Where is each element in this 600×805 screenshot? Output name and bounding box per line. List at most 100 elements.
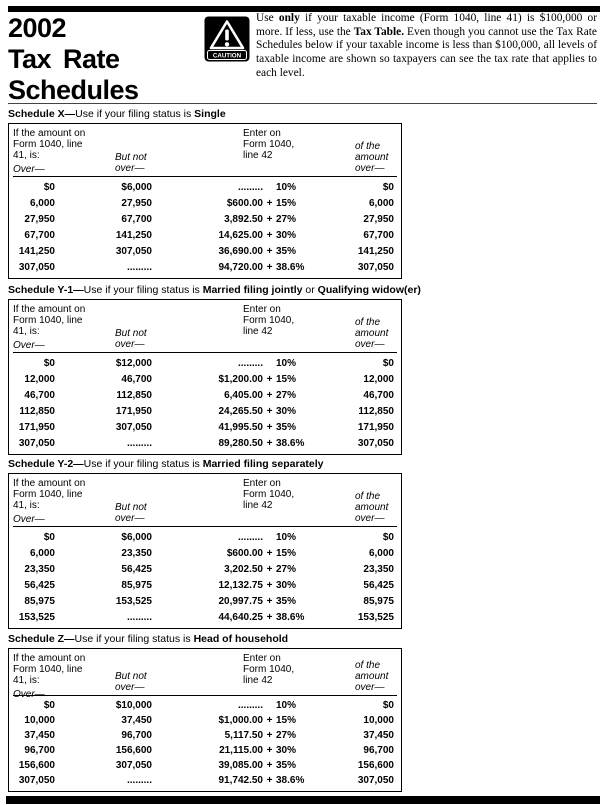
schedule-name: Schedule Y-2— (8, 458, 84, 470)
tax-rate-table: If the amount on Form 1040, line 41, is:… (8, 648, 402, 792)
cell-of-amount-over: 307,050 (357, 775, 394, 786)
note-text-3: Even though you cannot use the Tax Rate … (256, 25, 597, 79)
table-header-row: If the amount on Form 1040, line 41, is:… (9, 474, 401, 526)
col4-header-line: amount (355, 671, 389, 682)
column-header-over: If the amount on Form 1040, line 41, is:… (13, 478, 85, 525)
cell-of-amount-over: $0 (382, 181, 394, 193)
cell-base-tax: ......... (237, 531, 263, 543)
cell-but-not-over: ......... (126, 611, 152, 623)
cell-but-not-over: 23,350 (121, 547, 152, 559)
col1-header-line: Form 1040, line (13, 315, 83, 326)
schedule-use-text: Use if your filing status is (74, 633, 194, 645)
schedule-use-text: Use if your filing status is (83, 458, 203, 470)
cell-rate: 27% (276, 730, 297, 741)
col2-header-line: over— (115, 513, 145, 524)
schedule-status: Head of household (193, 633, 289, 645)
cell-of-amount-over: 307,050 (357, 261, 394, 273)
title-line-2: Schedules (8, 75, 139, 105)
schedule-name: Schedule X— (8, 108, 76, 120)
col2-header-line: over— (115, 163, 145, 174)
table-row: 12,000 46,700 $1,200.00 + 15% 12,000 (9, 371, 401, 387)
col1-header-line: 41, is: (13, 150, 40, 161)
cell-of-amount-over: 171,950 (357, 421, 394, 433)
note-bold-only: only (278, 12, 300, 24)
cell-plus-sign: + (266, 405, 273, 417)
cell-base-tax: 20,997.75 (218, 595, 264, 607)
schedule-section: Schedule Y-2—Use if your filing status i… (8, 458, 402, 629)
cell-but-not-over: 171,950 (115, 405, 152, 417)
usage-note: Use only if your taxable income (Form 10… (256, 12, 597, 81)
table-header-row: If the amount on Form 1040, line 41, is:… (9, 124, 401, 176)
col4-header-line: over— (355, 682, 385, 693)
cell-over: 46,700 (24, 389, 55, 401)
header-underline (13, 176, 397, 177)
schedule-status: Single (194, 108, 226, 120)
cell-over: 56,425 (24, 579, 55, 591)
cell-over: 153,525 (18, 611, 55, 623)
cell-but-not-over: 141,250 (115, 229, 152, 241)
column-header-of-amount-over: of the amount over— (355, 491, 388, 524)
cell-over: 12,000 (24, 373, 55, 385)
cell-but-not-over: ......... (126, 775, 152, 786)
caution-icon: CAUTION (204, 16, 250, 62)
table-header-row: If the amount on Form 1040, line 41, is:… (9, 300, 401, 352)
cell-plus-sign: + (266, 579, 273, 591)
col4-header-line: over— (355, 513, 385, 524)
page-title: 2002 Tax Rate Schedules (8, 13, 139, 106)
cell-plus-sign: + (266, 261, 273, 273)
note-text-2: if your taxable income (Form 1040, line … (256, 12, 598, 38)
top-divider-bar (8, 6, 600, 12)
column-header-over: If the amount on Form 1040, line 41, is:… (13, 653, 85, 700)
col4-header-line: over— (355, 163, 385, 174)
cell-plus-sign: + (266, 595, 273, 607)
column-header-over: If the amount on Form 1040, line 41, is:… (13, 128, 85, 175)
table-row: $0 $12,000 ......... 10% $0 (9, 355, 401, 371)
cell-of-amount-over: 37,450 (363, 730, 394, 741)
cell-plus-sign: + (266, 715, 273, 726)
cell-rate: 38.6% (276, 437, 305, 449)
col1-header-line: If the amount on (13, 478, 86, 489)
col3-header-line: line 42 (243, 326, 273, 337)
col1-header-line: Form 1040, line (13, 139, 83, 150)
cell-over: 27,950 (24, 213, 55, 225)
cell-over: $0 (43, 357, 55, 369)
cell-but-not-over: 85,975 (121, 579, 152, 591)
cell-rate: 15% (276, 547, 297, 559)
table-row: 85,975 153,525 20,997.75 + 35% 85,975 (9, 593, 401, 609)
cell-of-amount-over: 112,850 (358, 405, 394, 417)
schedule-status-join: or (302, 284, 318, 296)
cell-base-tax: ......... (237, 700, 263, 711)
cell-rate: 35% (276, 595, 297, 607)
cell-base-tax: 89,280.50 (218, 437, 264, 449)
cell-base-tax: 24,265.50 (218, 405, 264, 417)
cell-over: 156,600 (18, 760, 55, 771)
cell-over: 37,450 (24, 730, 55, 741)
column-header-but-not-over: But not over— (115, 671, 147, 693)
col1-over-label: Over— (13, 340, 45, 351)
col4-header-line: of the (355, 141, 381, 152)
col2-header-line: But not (115, 502, 147, 513)
col4-header-line: amount (355, 502, 389, 513)
cell-base-tax: 3,892.50 (224, 213, 263, 225)
cell-rate: 35% (276, 245, 297, 257)
cell-base-tax: $1,000.00 (218, 715, 264, 726)
col2-header-line: But not (115, 152, 147, 163)
col1-header-line: 41, is: (13, 326, 40, 337)
cell-of-amount-over: $0 (382, 357, 394, 369)
col3-header-line: line 42 (243, 500, 273, 511)
cell-rate: 27% (276, 213, 297, 225)
column-header-of-amount-over: of the amount over— (355, 660, 388, 693)
table-row: 37,450 96,700 5,117.50 + 27% 37,450 (9, 728, 401, 743)
cell-but-not-over: ......... (126, 437, 152, 449)
col3-header-line: Enter on (243, 304, 281, 315)
cell-of-amount-over: $0 (382, 531, 394, 543)
cell-plus-sign: + (266, 563, 273, 575)
tax-rate-table: If the amount on Form 1040, line 41, is:… (8, 299, 402, 455)
col3-header-line: Enter on (243, 478, 281, 489)
cell-base-tax: $600.00 (226, 547, 263, 559)
cell-over: 96,700 (24, 745, 55, 756)
cell-rate: 30% (276, 745, 297, 756)
col1-header-line: Form 1040, line (13, 489, 83, 500)
cell-base-tax: ......... (237, 181, 263, 193)
header-divider (8, 103, 597, 104)
